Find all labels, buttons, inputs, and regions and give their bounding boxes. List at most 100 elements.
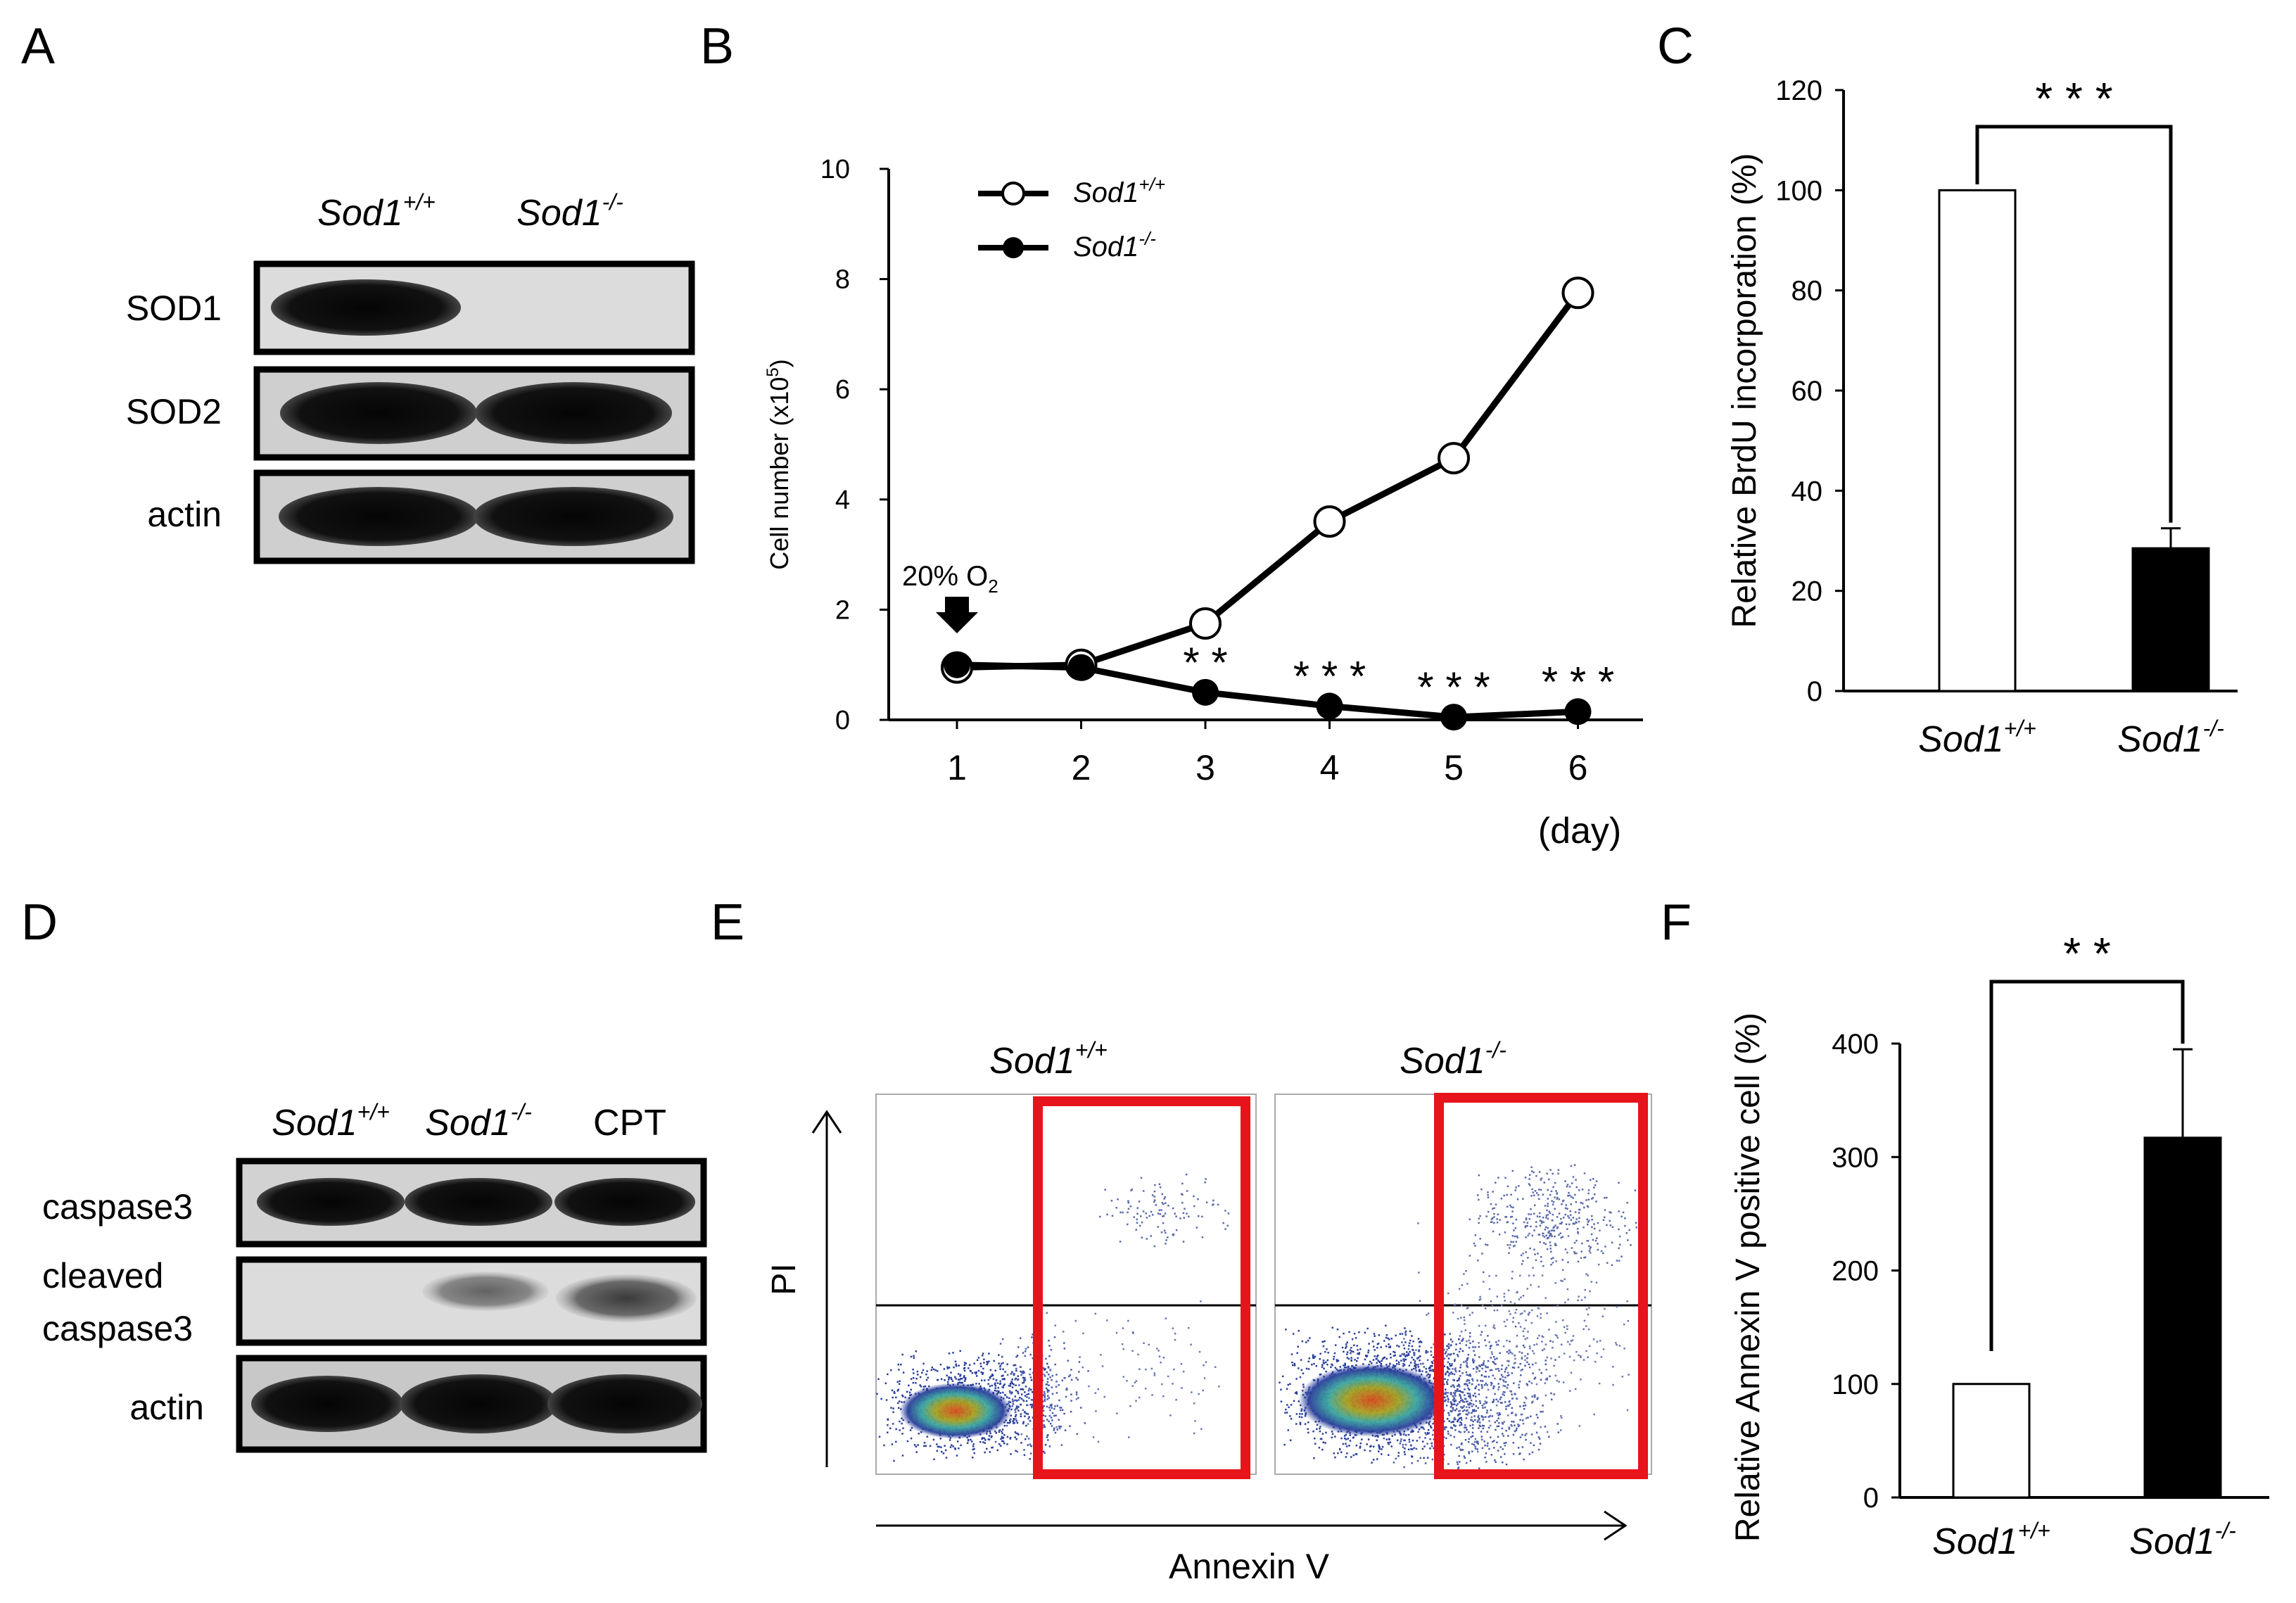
flow-event [1321, 1364, 1324, 1367]
flow-event [1532, 1267, 1534, 1269]
flow-event [1048, 1355, 1051, 1357]
flow-event [1146, 1238, 1148, 1240]
flow-event [1545, 1234, 1547, 1236]
flow-event [1512, 1245, 1515, 1248]
flow-event [1528, 1363, 1530, 1366]
flow-event [1531, 1451, 1534, 1454]
flow-event [1131, 1385, 1134, 1387]
flow-event [963, 1369, 966, 1372]
flow-event [1618, 1210, 1620, 1212]
flow-event [1357, 1349, 1359, 1351]
flow-event [1542, 1221, 1545, 1224]
flow-event [1205, 1361, 1207, 1363]
flow-event [1471, 1443, 1473, 1445]
flow-event [1501, 1364, 1504, 1367]
flow-event [1459, 1335, 1461, 1337]
flow-event [1548, 1329, 1550, 1331]
flow-event [1482, 1419, 1484, 1421]
flow-event [1526, 1357, 1528, 1360]
flow-event [1472, 1367, 1475, 1370]
flow-event [1519, 1274, 1521, 1277]
flow-event [1584, 1256, 1587, 1259]
flow-event [1284, 1412, 1286, 1414]
flow-event [1531, 1309, 1533, 1312]
flow-event [1016, 1400, 1018, 1402]
flow-event [1464, 1323, 1466, 1325]
flow-event [1459, 1395, 1461, 1397]
flow-event [958, 1364, 960, 1367]
flow-event [1424, 1432, 1426, 1434]
flow-event [1338, 1336, 1340, 1338]
panel-d-row-cleaved-2: caspase3 [42, 1309, 193, 1348]
flow-event [1483, 1440, 1485, 1443]
flow-event [1009, 1421, 1011, 1424]
flow-event [1431, 1364, 1433, 1367]
flow-event [1136, 1207, 1139, 1209]
flow-event [1535, 1225, 1537, 1228]
flow-event [1568, 1343, 1571, 1345]
flow-event [1498, 1412, 1501, 1414]
flow-event [1139, 1215, 1142, 1217]
flow-event [1566, 1325, 1568, 1327]
flow-event [1315, 1364, 1318, 1367]
flow-event [1488, 1416, 1490, 1418]
flow-event [1545, 1215, 1548, 1217]
flow-event [1204, 1181, 1206, 1184]
flow-event [1481, 1386, 1483, 1388]
flow-event [1050, 1348, 1053, 1351]
flow-event [1533, 1274, 1535, 1276]
flow-event [1500, 1368, 1503, 1371]
flow-event [1588, 1219, 1590, 1222]
flow-event [1513, 1421, 1515, 1423]
flow-event [1293, 1400, 1295, 1402]
flow-event [1586, 1218, 1589, 1221]
flow-event [1457, 1467, 1459, 1470]
flow-event [1567, 1298, 1569, 1301]
flow-event [1542, 1405, 1544, 1407]
flow-event [1395, 1457, 1397, 1460]
flow-event [991, 1384, 994, 1387]
flow-event [1476, 1194, 1479, 1196]
flow-event [943, 1368, 946, 1370]
flow-event [1043, 1419, 1045, 1422]
flow-event [1432, 1429, 1435, 1431]
flow-event [1289, 1415, 1291, 1417]
flow-event [1300, 1416, 1303, 1419]
flow-event [1006, 1443, 1008, 1445]
flow-event [1574, 1211, 1577, 1213]
flow-event [1417, 1338, 1420, 1340]
flow-event [1595, 1281, 1598, 1284]
flow-event [1376, 1439, 1378, 1441]
flow-event [1027, 1444, 1029, 1446]
flow-event [925, 1373, 927, 1376]
flow-event [1572, 1197, 1574, 1199]
flow-event [1491, 1415, 1494, 1417]
flow-event [1460, 1419, 1463, 1421]
flow-event [1151, 1214, 1154, 1216]
flow-event [1153, 1245, 1156, 1248]
flow-event [1485, 1370, 1487, 1373]
flow-event [1487, 1442, 1489, 1445]
flow-event [1205, 1201, 1208, 1203]
flow-event [1521, 1352, 1523, 1354]
flow-event [1019, 1337, 1022, 1339]
flow-event [1471, 1419, 1473, 1421]
flow-event [1181, 1201, 1184, 1204]
flow-event [1025, 1348, 1027, 1350]
flow-event [1172, 1234, 1174, 1236]
flow-event [1498, 1234, 1501, 1236]
flow-event [1533, 1343, 1535, 1346]
flow-event [1024, 1391, 1026, 1393]
flow-event [1423, 1428, 1425, 1430]
flow-event [1545, 1297, 1547, 1299]
flow-event [989, 1369, 992, 1371]
flow-event [1366, 1327, 1369, 1330]
panel-c-bar [2131, 547, 2210, 692]
flow-event [1482, 1271, 1485, 1274]
flow-event [1528, 1311, 1531, 1314]
flow-event [1473, 1360, 1476, 1362]
flow-event [1550, 1250, 1552, 1253]
flow-event [1535, 1362, 1537, 1364]
flow-event [1029, 1353, 1032, 1356]
flow-event [1442, 1409, 1445, 1412]
